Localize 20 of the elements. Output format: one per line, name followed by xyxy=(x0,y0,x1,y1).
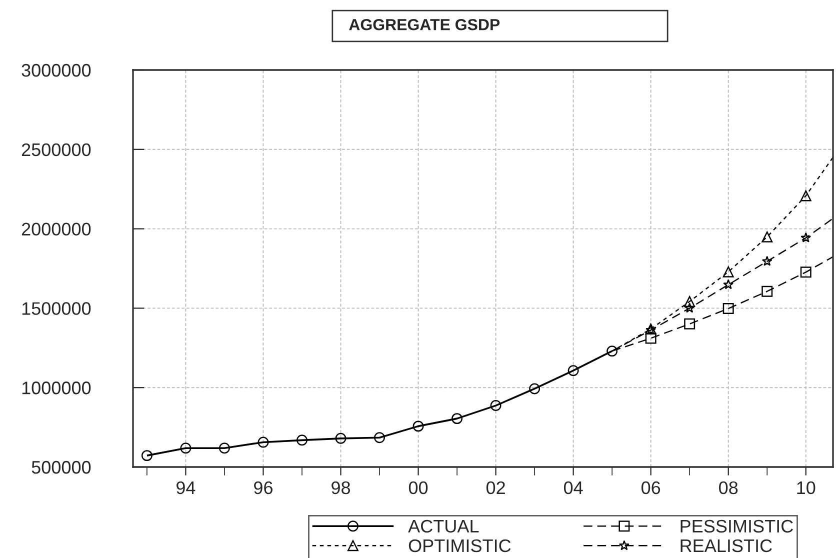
x-tick-label: 04 xyxy=(564,481,583,494)
chart-title: AGGREGATE GSDP xyxy=(349,18,500,30)
y-tick-label: 1000000 xyxy=(22,382,91,394)
y-tick-label: 2000000 xyxy=(22,222,91,236)
legend-label: PESSIMISTIC xyxy=(680,520,793,533)
legend-label: OPTIMISTIC xyxy=(408,539,511,552)
x-tick-label: 08 xyxy=(719,481,738,494)
y-tick-label: 3000000 xyxy=(22,64,91,77)
x-tick-label: 96 xyxy=(254,481,272,494)
x-tick-label: 10 xyxy=(797,481,816,494)
x-tick-label: 98 xyxy=(332,481,350,494)
x-tick-label: 02 xyxy=(486,481,505,494)
y-tick-label: 2500000 xyxy=(22,143,91,156)
y-tick-label: 1500000 xyxy=(22,302,91,315)
x-tick-label: 06 xyxy=(641,481,660,494)
x-tick-label: 94 xyxy=(176,481,196,494)
y-tick-label: 500000 xyxy=(32,460,91,474)
legend-label: ACTUAL xyxy=(408,520,479,533)
legend-label: REALISTIC xyxy=(680,539,772,552)
x-tick-label: 00 xyxy=(408,481,428,494)
